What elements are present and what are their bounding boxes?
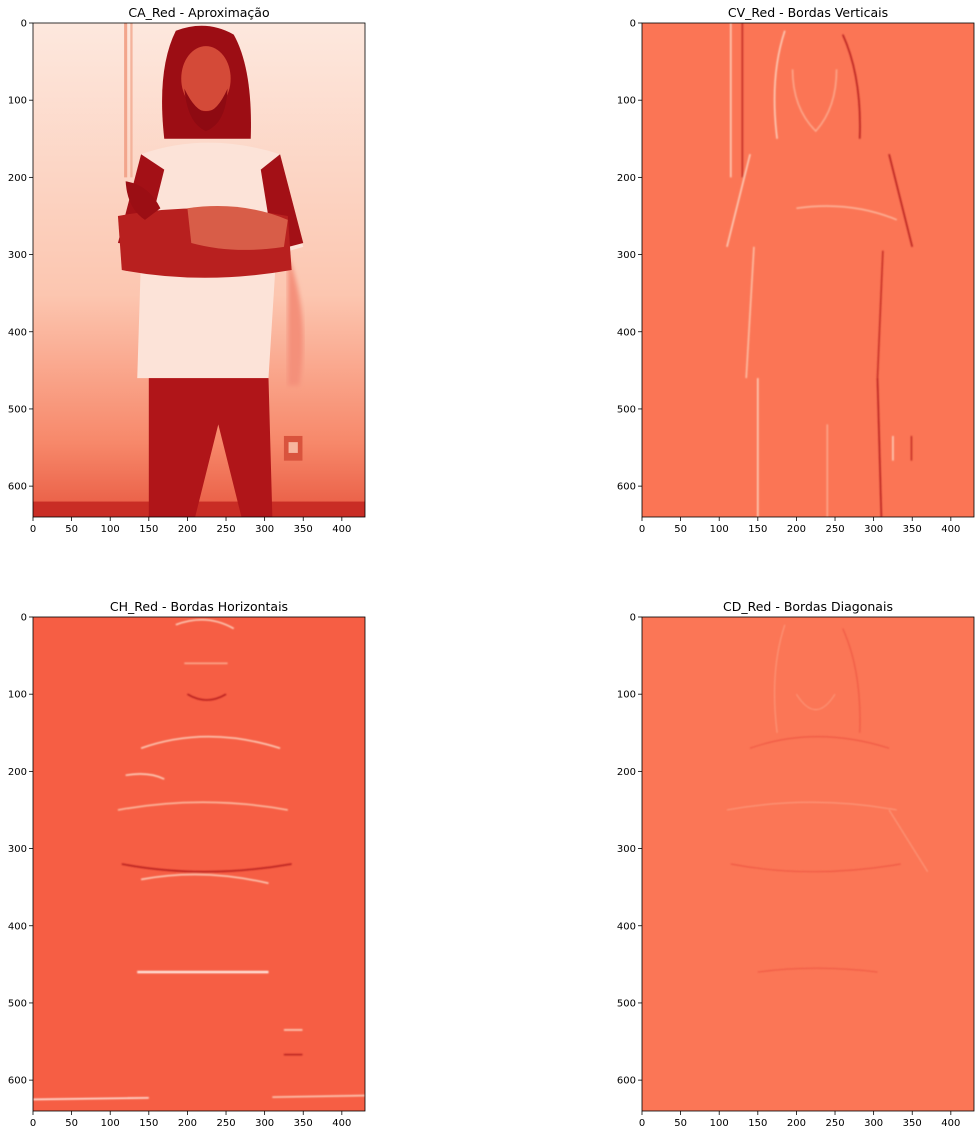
panel-ch-title: CH_Red - Bordas Horizontais	[110, 599, 288, 614]
x-tick-label: 200	[178, 1118, 197, 1129]
y-tick-label: 300	[8, 250, 27, 261]
y-tick-label: 100	[8, 690, 27, 701]
y-tick-label: 100	[617, 96, 636, 107]
y-tick-label: 600	[617, 1076, 636, 1087]
y-tick-label: 100	[617, 690, 636, 701]
panel-cd-yaxis: 0 100 200 300 400 500 600	[617, 613, 642, 1087]
x-tick-label: 300	[255, 524, 274, 535]
y-tick-label: 600	[8, 482, 27, 493]
y-tick-label: 400	[617, 921, 636, 932]
x-tick-label: 150	[748, 524, 767, 535]
x-tick-label: 50	[65, 524, 78, 535]
panel-cv-title: CV_Red - Bordas Verticais	[728, 5, 888, 20]
y-tick-label: 600	[617, 482, 636, 493]
panel-ch-yaxis: 0 100 200 300 400 500 600	[8, 613, 33, 1087]
x-tick-label: 150	[748, 1118, 767, 1129]
panel-cv-xaxis: 0 50 100 150 200 250 300 350 400	[639, 517, 960, 535]
y-tick-label: 500	[8, 998, 27, 1009]
y-tick-label: 300	[617, 844, 636, 855]
x-tick-label: 300	[864, 524, 883, 535]
x-tick-label: 100	[101, 524, 120, 535]
panel-cd-xaxis: 0 50 100 150 200 250 300 350 400	[639, 1111, 960, 1129]
panel-cd-title: CD_Red - Bordas Diagonais	[723, 599, 893, 614]
panel-cv: CV_Red - Bordas Verticais	[617, 5, 975, 535]
panel-ch-xaxis: 0 50 100 150 200 250 300 350 400	[30, 1111, 351, 1129]
x-tick-label: 100	[710, 1118, 729, 1129]
panel-ca-yaxis: 0 100 200 300 400 500 600	[8, 19, 33, 493]
panel-ch-image	[33, 617, 365, 1111]
panel-cv-image	[642, 23, 974, 517]
x-tick-label: 350	[903, 524, 922, 535]
y-tick-label: 0	[630, 19, 636, 30]
y-tick-label: 200	[617, 173, 636, 184]
x-tick-label: 250	[825, 524, 844, 535]
x-tick-label: 250	[216, 524, 235, 535]
x-tick-label: 250	[825, 1118, 844, 1129]
y-tick-label: 300	[8, 844, 27, 855]
x-tick-label: 0	[639, 1118, 645, 1129]
y-tick-label: 600	[8, 1076, 27, 1087]
x-tick-label: 350	[294, 524, 313, 535]
y-tick-label: 400	[617, 327, 636, 338]
x-tick-label: 0	[639, 524, 645, 535]
y-tick-label: 200	[8, 767, 27, 778]
x-tick-label: 350	[294, 1118, 313, 1129]
y-tick-label: 200	[8, 173, 27, 184]
x-tick-label: 200	[787, 1118, 806, 1129]
y-tick-label: 500	[617, 404, 636, 415]
y-tick-label: 400	[8, 921, 27, 932]
panel-ca-xaxis: 0 50 100 150 200 250 300 350 400	[30, 517, 351, 535]
y-tick-label: 500	[617, 998, 636, 1009]
panel-ca-frame	[32, 22, 366, 518]
y-tick-label: 400	[8, 327, 27, 338]
x-tick-label: 200	[787, 524, 806, 535]
panel-ca-image	[33, 23, 365, 517]
panel-cv-yaxis: 0 100 200 300 400 500 600	[617, 19, 642, 493]
panel-cd-frame	[641, 616, 975, 1112]
x-tick-label: 0	[30, 1118, 36, 1129]
x-tick-label: 50	[674, 524, 687, 535]
x-tick-label: 0	[30, 524, 36, 535]
y-tick-label: 200	[617, 767, 636, 778]
panel-ch: CH_Red - Bordas Horizontais 0 50 100 150 200…	[8, 599, 366, 1129]
x-tick-label: 100	[101, 1118, 120, 1129]
x-tick-label: 300	[864, 1118, 883, 1129]
y-tick-label: 0	[21, 613, 27, 624]
panel-cd-image	[642, 617, 974, 1111]
x-tick-label: 150	[139, 524, 158, 535]
x-tick-label: 400	[941, 1118, 960, 1129]
panel-ch-frame	[32, 616, 366, 1112]
x-tick-label: 300	[255, 1118, 274, 1129]
panel-ca-title: CA_Red - Aproximação	[128, 5, 269, 20]
x-tick-label: 400	[941, 524, 960, 535]
y-tick-label: 500	[8, 404, 27, 415]
y-tick-label: 0	[630, 613, 636, 624]
y-tick-label: 300	[617, 250, 636, 261]
y-tick-label: 100	[8, 96, 27, 107]
x-tick-label: 400	[332, 1118, 351, 1129]
x-tick-label: 250	[216, 1118, 235, 1129]
x-tick-label: 350	[903, 1118, 922, 1129]
x-tick-label: 400	[332, 524, 351, 535]
x-tick-label: 100	[710, 524, 729, 535]
x-tick-label: 50	[65, 1118, 78, 1129]
panel-cv-frame	[641, 22, 975, 518]
y-tick-label: 0	[21, 19, 27, 30]
panel-cd: CD_Red - Bordas Diagonais 0 50 100 150 200 25…	[617, 599, 975, 1129]
x-tick-label: 50	[674, 1118, 687, 1129]
x-tick-label: 150	[139, 1118, 158, 1129]
x-tick-label: 200	[178, 524, 197, 535]
panel-ca: CA_Red - Aproximação	[8, 5, 366, 535]
